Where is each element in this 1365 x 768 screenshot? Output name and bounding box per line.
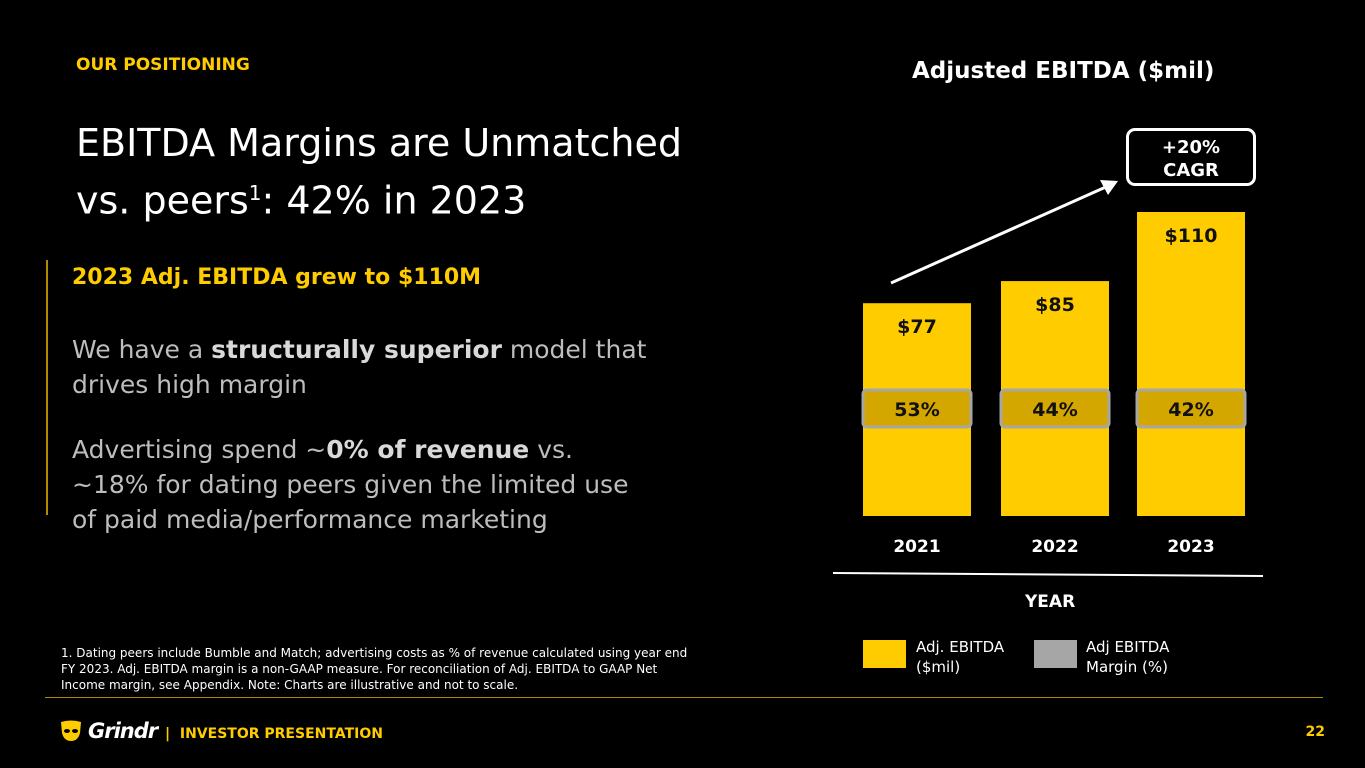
legend-swatch-margin — [1034, 640, 1077, 668]
legend-label-ebitda: Adj. EBITDA ($mil) — [916, 638, 1005, 676]
cagr-arrow-head — [1100, 180, 1118, 195]
title-line-2: vs. peers — [76, 178, 249, 223]
mask-icon — [61, 720, 81, 741]
section-kicker: OUR POSITIONING — [76, 55, 250, 75]
title-line-1: EBITDA Margins are Unmatched — [76, 121, 682, 165]
x-tick-label: 2023 — [1167, 537, 1214, 557]
legend-label-margin: Adj EBITDA Margin (%) — [1086, 638, 1170, 676]
bar-2023 — [1137, 212, 1245, 516]
margin-band-2021 — [861, 388, 973, 429]
paragraph-advertising: Advertising spend ~0% of revenue vs. ~18… — [72, 435, 629, 534]
margin-label: 42% — [1168, 399, 1213, 421]
margin-label: 44% — [1032, 399, 1077, 421]
footnote-ref: 1 — [248, 181, 262, 205]
bar-value-label: $77 — [897, 316, 937, 338]
chart-title: Adjusted EBITDA ($mil) — [912, 58, 1215, 84]
cagr-arrow-line — [890, 184, 1109, 285]
x-axis-title: YEAR — [1025, 592, 1076, 612]
x-tick-label: 2022 — [1031, 537, 1078, 557]
page-title: EBITDA Margins are Unmatched vs. peers1:… — [76, 118, 682, 226]
presentation-label: | INVESTOR PRESENTATION — [165, 726, 383, 742]
paragraph-model: We have a structurally superior model th… — [72, 335, 647, 399]
x-tick-label: 2021 — [893, 537, 940, 557]
margin-label: 53% — [894, 399, 939, 421]
bar-value-label: $110 — [1165, 225, 1218, 247]
cagr-callout: +20% CAGR — [1126, 128, 1256, 186]
grindr-logo: Grindr — [60, 719, 158, 743]
page-number: 22 — [1305, 724, 1325, 740]
margin-band-2023 — [1135, 388, 1247, 429]
title-line-2-end: : 42% in 2023 — [261, 178, 527, 223]
subheading: 2023 Adj. EBITDA grew to $110M — [72, 265, 482, 290]
accent-divider — [46, 260, 48, 515]
brand-wordmark: Grindr — [88, 719, 158, 743]
x-axis-line — [832, 572, 1264, 577]
margin-band-2022 — [999, 388, 1111, 429]
legend-swatch-ebitda — [863, 640, 906, 668]
footer-divider — [45, 697, 1323, 698]
footnote: 1. Dating peers include Bumble and Match… — [61, 646, 688, 692]
bar-value-label: $85 — [1035, 294, 1075, 316]
